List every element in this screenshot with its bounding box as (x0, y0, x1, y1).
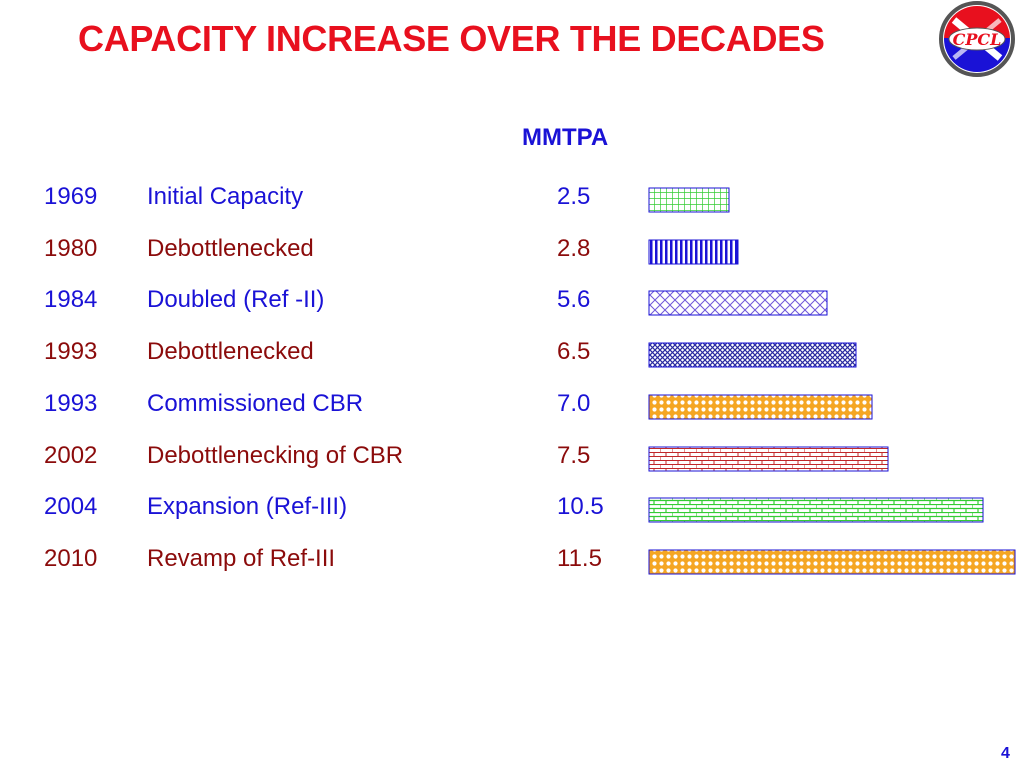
value-cell: 7.5 (557, 442, 591, 469)
year-cell: 1993 (44, 338, 98, 365)
value-cell: 7.0 (557, 390, 591, 417)
description-cell: Doubled (Ref -II) (147, 286, 325, 313)
value-cell: 10.5 (557, 493, 604, 520)
description-cell: Expansion (Ref-III) (147, 493, 348, 520)
year-cell: 2002 (44, 442, 98, 469)
table-row: 1993 Debottlenecked 6.5 (0, 338, 1024, 378)
logo-text: CPCL (953, 30, 1002, 49)
table-row: 1993 Commissioned CBR 7.0 (0, 390, 1024, 430)
year-cell: 2010 (44, 545, 98, 572)
year-cell: 1980 (44, 235, 98, 262)
value-cell: 2.5 (557, 183, 591, 210)
value-cell: 2.8 (557, 235, 591, 262)
unit-label: MMTPA (522, 124, 609, 151)
table-row: 1984 Doubled (Ref -II) 5.6 (0, 286, 1024, 326)
page-number: 4 (1001, 745, 1010, 762)
description-cell: Debottlenecking of CBR (147, 442, 404, 469)
description-cell: Debottlenecked (147, 338, 314, 365)
year-cell: 1984 (44, 286, 98, 313)
year-cell: 1993 (44, 390, 98, 417)
table-row: 2010 Revamp of Ref-III 11.5 (0, 545, 1024, 585)
value-cell: 11.5 (557, 545, 602, 572)
description-cell: Debottlenecked (147, 235, 314, 262)
description-cell: Initial Capacity (147, 183, 304, 210)
year-cell: 1969 (44, 183, 98, 210)
slide-title: CAPACITY INCREASE OVER THE DECADES (78, 18, 825, 59)
table-row: 1980 Debottlenecked 2.8 (0, 235, 1024, 275)
table-row: 1969 Initial Capacity 2.5 (0, 183, 1024, 223)
description-cell: Revamp of Ref-III (147, 545, 336, 572)
table-row: 2002 Debottlenecking of CBR 7.5 (0, 442, 1024, 482)
year-cell: 2004 (44, 493, 98, 520)
table-row: 2004 Expansion (Ref-III) 10.5 (0, 493, 1024, 533)
value-cell: 6.5 (557, 338, 591, 365)
value-cell: 5.6 (557, 286, 591, 313)
cpcl-logo: CPCL (939, 1, 1015, 77)
description-cell: Commissioned CBR (147, 390, 364, 417)
